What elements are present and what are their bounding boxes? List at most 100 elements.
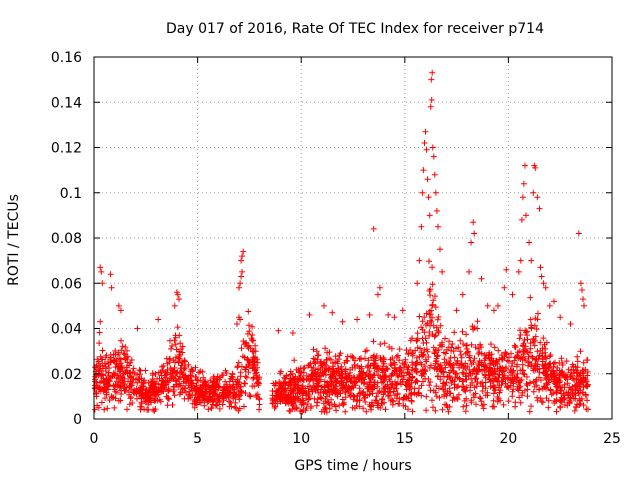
data-point — [91, 406, 98, 413]
data-point — [145, 397, 152, 404]
data-point — [396, 357, 403, 364]
data-point — [246, 362, 253, 369]
data-point — [97, 264, 104, 271]
data-point — [356, 385, 363, 392]
data-point — [532, 356, 539, 363]
data-point — [175, 358, 182, 365]
data-point — [521, 371, 528, 378]
data-point — [428, 97, 435, 103]
data-point — [533, 382, 540, 389]
data-point — [361, 395, 368, 402]
data-point — [476, 394, 483, 401]
data-point — [409, 367, 416, 374]
data-point — [379, 369, 386, 376]
data-point — [137, 403, 144, 410]
data-point — [558, 355, 565, 362]
data-point — [446, 338, 453, 345]
data-point — [400, 394, 407, 401]
data-point — [177, 340, 184, 347]
data-point — [497, 387, 504, 394]
data-point — [322, 389, 329, 395]
data-point — [429, 264, 436, 271]
data-point — [414, 369, 420, 376]
data-point — [416, 313, 423, 320]
data-point — [527, 380, 533, 387]
data-point — [439, 406, 446, 413]
data-point — [138, 375, 145, 382]
data-point — [581, 302, 587, 309]
data-point — [245, 357, 252, 364]
data-point — [159, 363, 165, 370]
data-point — [308, 364, 315, 371]
data-point — [389, 355, 396, 362]
data-point — [525, 353, 532, 360]
data-point — [524, 393, 531, 400]
data-point — [537, 339, 544, 346]
data-point — [244, 343, 251, 350]
data-point — [314, 352, 321, 359]
data-point — [324, 382, 331, 389]
data-point — [498, 354, 505, 361]
data-point — [351, 361, 358, 368]
data-point — [148, 392, 154, 399]
data-point — [314, 380, 320, 387]
data-point — [336, 352, 343, 359]
data-point — [339, 318, 346, 325]
data-point — [490, 307, 497, 314]
data-point — [253, 392, 260, 399]
data-point — [434, 316, 441, 323]
data-point — [467, 382, 474, 389]
data-point — [317, 360, 324, 367]
data-point — [398, 369, 405, 376]
data-point — [98, 268, 105, 275]
data-point — [398, 381, 404, 388]
data-point — [370, 385, 377, 392]
data-point — [503, 384, 510, 391]
data-point — [97, 318, 104, 325]
data-point — [485, 372, 492, 379]
data-point — [429, 144, 436, 151]
data-point — [423, 407, 430, 414]
data-point — [182, 372, 189, 379]
data-point — [328, 388, 335, 395]
data-point — [192, 364, 199, 371]
data-point — [111, 357, 118, 364]
data-point — [96, 360, 103, 367]
data-point — [130, 376, 137, 383]
data-point — [419, 189, 426, 196]
data-point — [104, 405, 111, 412]
data-point — [388, 345, 395, 352]
data-point — [414, 330, 421, 337]
data-point — [339, 382, 346, 389]
data-point — [272, 380, 279, 387]
data-point — [446, 373, 453, 380]
data-point — [105, 375, 112, 382]
data-point — [243, 374, 250, 381]
data-point — [155, 369, 162, 376]
data-point — [540, 335, 547, 342]
data-point — [370, 360, 377, 367]
data-point — [318, 408, 325, 415]
data-point — [237, 280, 244, 287]
data-point — [584, 357, 591, 363]
data-point — [505, 398, 512, 405]
data-point — [136, 371, 143, 378]
data-point — [418, 223, 425, 230]
data-point — [199, 388, 206, 395]
data-point — [490, 390, 497, 397]
data-point — [249, 348, 256, 355]
data-point — [435, 314, 442, 320]
data-point — [468, 239, 475, 246]
data-point — [134, 371, 140, 378]
data-point — [150, 406, 157, 413]
data-point — [447, 367, 454, 374]
data-point — [380, 391, 387, 398]
data-point — [490, 382, 496, 389]
data-point — [435, 328, 442, 334]
data-point — [210, 385, 217, 392]
data-point — [540, 280, 547, 287]
data-point — [579, 379, 586, 386]
data-point — [463, 395, 470, 402]
data-point — [545, 404, 552, 411]
data-point — [473, 383, 480, 390]
